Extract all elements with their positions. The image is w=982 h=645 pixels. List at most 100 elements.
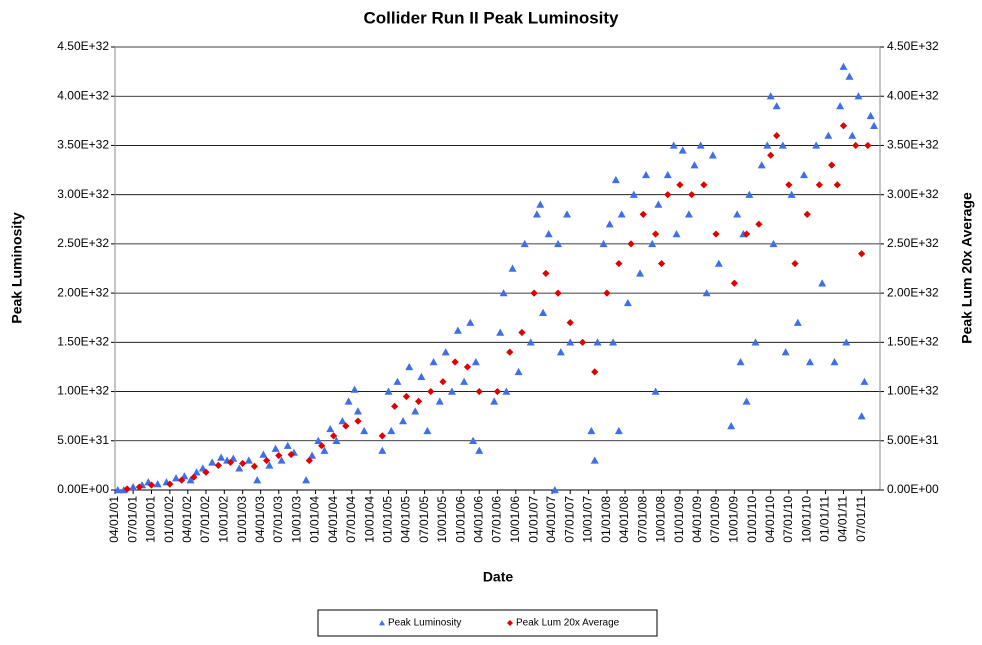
x-tick-label: 07/01/08 <box>635 496 649 543</box>
y-tick-label: 3.50E+32 <box>57 138 109 152</box>
point <box>354 417 362 425</box>
x-tick-label: 01/01/09 <box>672 496 686 543</box>
point <box>708 151 717 159</box>
point <box>781 348 790 356</box>
point <box>235 464 244 472</box>
point <box>320 446 329 454</box>
point <box>214 461 222 469</box>
point <box>651 387 660 395</box>
point <box>244 456 253 464</box>
point <box>587 426 596 435</box>
point <box>287 450 295 459</box>
point <box>767 151 775 159</box>
x-tick-label: 07/01/01 <box>125 496 139 543</box>
point <box>308 451 317 459</box>
point <box>828 161 836 169</box>
point <box>803 210 811 218</box>
point <box>639 210 647 218</box>
point <box>447 387 456 395</box>
x-tick-label: 10/01/06 <box>508 496 522 543</box>
point <box>763 141 772 149</box>
x-tick-label: 07/01/06 <box>490 496 504 543</box>
x-tick-label: 10/01/08 <box>654 496 668 543</box>
point <box>845 72 854 80</box>
point <box>514 367 523 376</box>
point <box>435 397 444 405</box>
x-tick-label: 04/01/11 <box>836 496 850 542</box>
point <box>350 385 359 393</box>
point <box>471 358 480 366</box>
point <box>502 387 511 395</box>
point <box>751 338 760 346</box>
point <box>839 62 848 70</box>
point <box>490 397 499 405</box>
x-tick-label: 04/01/09 <box>690 496 704 543</box>
point <box>866 111 875 120</box>
x-tick-label: 07/01/04 <box>344 496 358 543</box>
point <box>314 436 323 444</box>
x-axis-title: Date <box>483 569 514 585</box>
y-tick-label: 0.00E+00 <box>57 482 109 496</box>
point <box>275 451 283 460</box>
point <box>672 230 681 238</box>
point <box>265 461 274 469</box>
point <box>415 397 423 405</box>
point <box>526 338 535 346</box>
point <box>623 298 632 307</box>
y-tick-label: 4.00E+32 <box>57 88 109 102</box>
point <box>360 426 369 435</box>
point <box>793 318 802 326</box>
point <box>463 363 472 371</box>
x-tick-label: 01/01/02 <box>162 496 176 543</box>
point <box>493 387 502 396</box>
point <box>773 132 781 140</box>
point <box>556 348 565 356</box>
point <box>427 387 435 396</box>
x-tick-label: 10/01/01 <box>144 496 158 543</box>
point <box>384 387 393 395</box>
point <box>745 190 754 198</box>
legend-marker <box>379 620 385 626</box>
x-tick-label: 04/01/04 <box>326 496 340 543</box>
point <box>627 240 635 248</box>
y2-tick-label: 2.00E+32 <box>887 285 939 299</box>
x-tick-label: 10/01/09 <box>727 496 741 543</box>
point <box>615 259 623 268</box>
x-tick-label: 04/01/10 <box>763 496 777 543</box>
point <box>166 480 174 488</box>
point <box>830 358 839 366</box>
point <box>202 468 210 476</box>
point <box>858 250 866 258</box>
point <box>239 459 247 468</box>
point <box>518 328 526 337</box>
y2-axis-title: Peak Lum 20x Average <box>959 192 975 344</box>
point <box>785 181 793 189</box>
point <box>591 368 599 376</box>
point <box>554 239 563 248</box>
point <box>870 121 879 129</box>
point <box>393 377 402 385</box>
point <box>755 220 763 228</box>
point <box>727 422 736 430</box>
legend-label: Peak Lum 20x Average <box>516 618 620 629</box>
point <box>700 181 708 189</box>
point <box>714 259 723 267</box>
x-tick-label: 04/01/07 <box>544 496 558 543</box>
point <box>506 348 514 356</box>
point <box>678 146 687 154</box>
point <box>857 412 866 420</box>
point <box>629 190 638 198</box>
point <box>135 483 143 491</box>
point <box>544 230 553 238</box>
point <box>654 200 663 208</box>
x-tick-label: 01/01/07 <box>526 496 540 543</box>
point <box>563 210 572 218</box>
point <box>684 210 693 218</box>
point <box>469 436 478 444</box>
point <box>411 407 420 415</box>
point <box>271 444 280 452</box>
point <box>611 175 620 184</box>
point <box>259 450 268 458</box>
legend-marker <box>507 620 513 626</box>
point <box>302 476 311 484</box>
